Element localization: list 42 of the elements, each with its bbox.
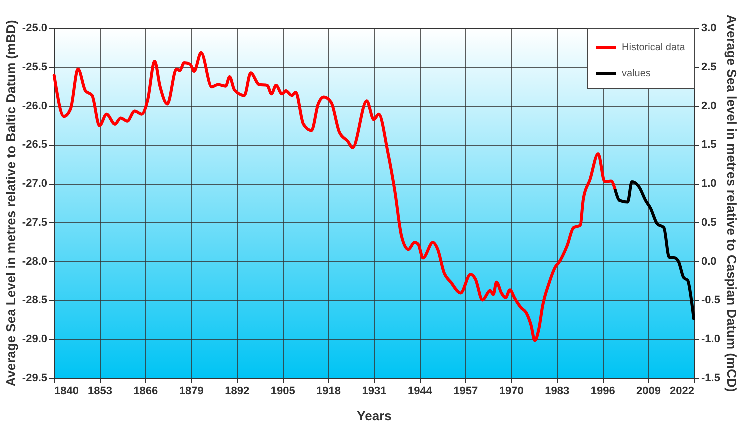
y2-tick-label: 1.5 (702, 139, 717, 152)
y2-tick-label: -0.5 (702, 294, 720, 307)
y2-tick-label: 1.0 (702, 178, 717, 190)
x-axis-title: Years (357, 408, 392, 424)
y-tick-label: -27.0 (22, 178, 48, 190)
y-tick-label: -29.5 (22, 372, 48, 384)
x-tick-label: 1853 (88, 386, 112, 398)
legend-label: Historical data (622, 42, 686, 54)
y-tick-label: -29.0 (22, 334, 48, 346)
x-tick-label: 1944 (408, 386, 434, 398)
y-tick-label: -25.0 (22, 22, 48, 34)
legend-label: values (622, 68, 651, 80)
x-tick-label: 1918 (316, 386, 342, 398)
y2-tick-label: 0.5 (702, 216, 717, 229)
y-tick-label: -25.5 (22, 61, 48, 74)
x-tick-label: 1983 (545, 386, 570, 398)
x-tick-label: 2022 (670, 386, 694, 398)
y-axis-title: Average Sea Level in metres relative to Baltic Datum (mBD) (3, 20, 18, 387)
y-tick-label: -28.0 (22, 256, 48, 268)
x-tick-label: 1879 (179, 386, 204, 398)
x-tick-label: 1840 (54, 386, 79, 398)
y-tick-label: -28.5 (22, 294, 48, 307)
y2-tick-label: 0.0 (702, 256, 717, 268)
x-tick-label: 1905 (270, 386, 296, 398)
x-tick-label: 2009 (636, 386, 662, 398)
x-tick-label: 1996 (590, 386, 616, 398)
y2-tick-label: 2.0 (702, 100, 717, 112)
x-tick-label: 1957 (454, 386, 478, 398)
line-series (614, 180, 696, 320)
y-tick-label: -27.5 (22, 216, 48, 229)
y-tick-label: -26.0 (22, 100, 48, 112)
y2-tick-label: -1.5 (702, 372, 720, 384)
y-tick-label: -26.5 (22, 139, 48, 152)
y2-tick-label: 3.0 (702, 22, 717, 34)
x-tick-label: 1892 (225, 386, 250, 398)
y2-tick-label: 2.5 (702, 61, 717, 74)
y2-axis-title: Average Sea level in metres relative to Caspian Datum (mCD) (724, 14, 740, 392)
line-series (52, 51, 618, 342)
x-tick-label: 1931 (362, 386, 387, 398)
x-tick-label: 1866 (134, 386, 158, 398)
x-tick-label: 1970 (499, 386, 524, 398)
y2-tick-label: -1.0 (702, 334, 720, 346)
